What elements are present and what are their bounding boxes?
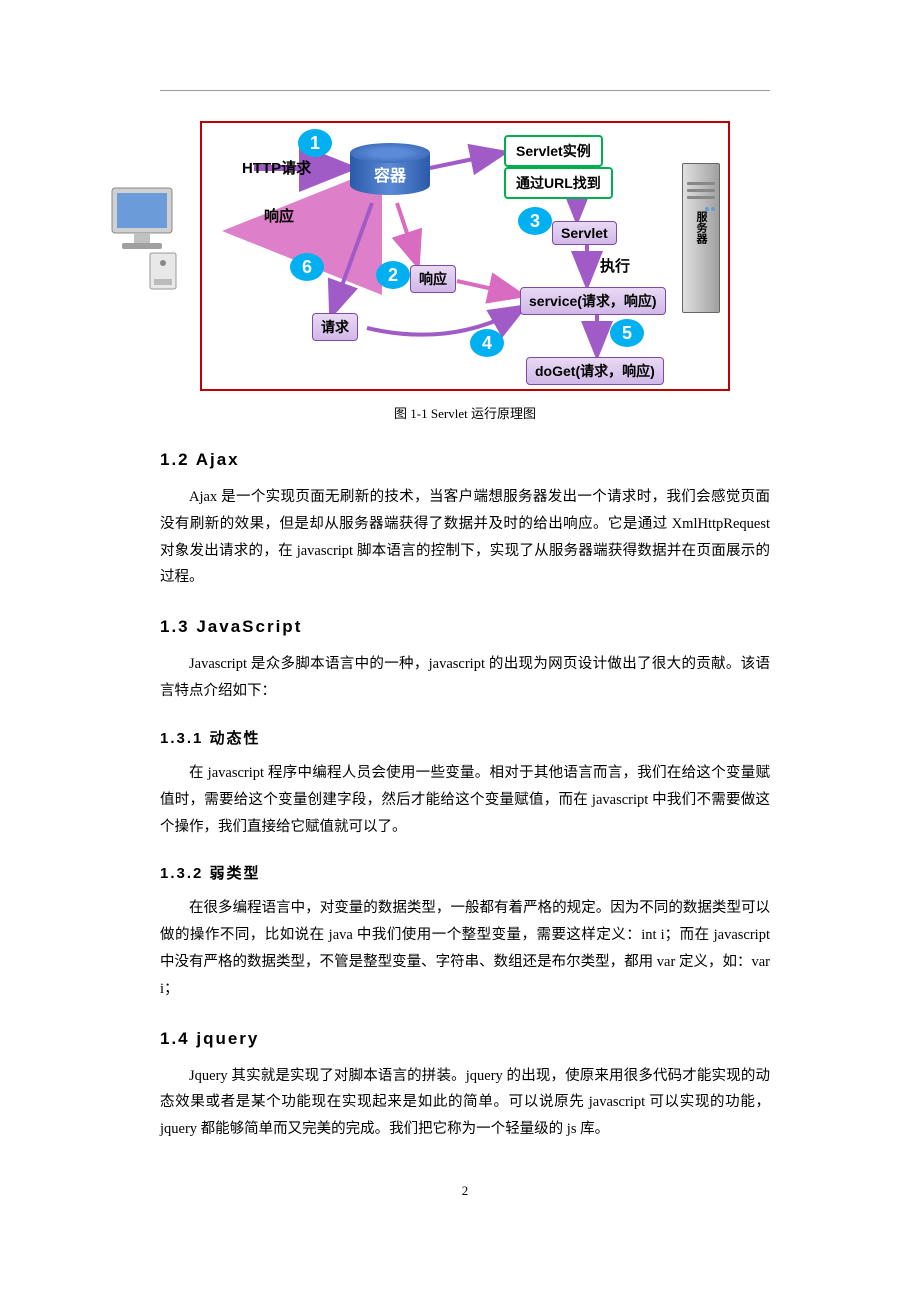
para-1-4: Jquery 其实就是实现了对脚本语言的拼装。jquery 的出现，使原来用很多… — [160, 1063, 770, 1143]
step-4: 4 — [470, 329, 504, 357]
heading-1-3-1: 1.3.1 动态性 — [160, 727, 770, 748]
servlet-diagram: 容器 服务器 1 2 3 4 5 6 HTTP请求 响应 执行 Servlet实… — [200, 121, 730, 391]
step-2: 2 — [376, 261, 410, 289]
box-servlet: Servlet — [552, 221, 617, 245]
label-execute: 执行 — [600, 255, 630, 276]
server-icon: 服务器 — [682, 163, 720, 313]
top-rule — [160, 90, 770, 91]
box-service: service(请求，响应) — [520, 287, 666, 315]
heading-1-4: 1.4 jquery — [160, 1029, 770, 1049]
step-5: 5 — [610, 319, 644, 347]
box-servlet-instance: Servlet实例 — [504, 135, 603, 167]
container-cylinder: 容器 — [350, 143, 430, 195]
box-request-mid: 请求 — [312, 313, 358, 341]
label-http-request: HTTP请求 — [242, 157, 311, 178]
para-1-3-1: 在 javascript 程序中编程人员会使用一些变量。相对于其他语言而言，我们… — [160, 760, 770, 840]
para-1-2: Ajax 是一个实现页面无刷新的技术，当客户端想服务器发出一个请求时，我们会感觉… — [160, 484, 770, 591]
figure-caption: 图 1-1 Servlet 运行原理图 — [160, 403, 770, 422]
heading-1-3: 1.3 JavaScript — [160, 617, 770, 637]
label-response-left: 响应 — [264, 205, 294, 226]
box-find-by-url: 通过URL找到 — [504, 167, 613, 199]
heading-1-2: 1.2 Ajax — [160, 450, 770, 470]
box-response-mid: 响应 — [410, 265, 456, 293]
server-label: 服务器 — [693, 211, 709, 244]
step-3: 3 — [518, 207, 552, 235]
step-6: 6 — [290, 253, 324, 281]
box-doget: doGet(请求，响应) — [526, 357, 664, 385]
heading-1-3-2: 1.3.2 弱类型 — [160, 862, 770, 883]
step-1: 1 — [298, 129, 332, 157]
client-computer-icon — [102, 183, 192, 293]
para-1-3-2: 在很多编程语言中，对变量的数据类型，一般都有着严格的规定。因为不同的数据类型可以… — [160, 895, 770, 1002]
page-number: 2 — [160, 1183, 770, 1199]
para-1-3: Javascript 是众多脚本语言中的一种，javascript 的出现为网页… — [160, 651, 770, 705]
